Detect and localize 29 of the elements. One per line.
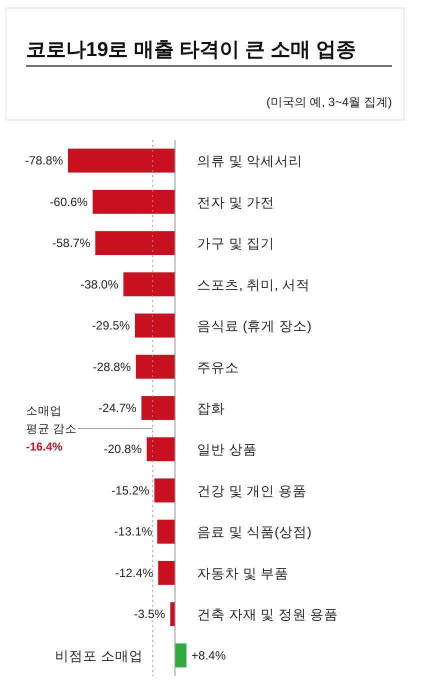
chart-title: 코로나19로 매출 타격이 큰 소매 업종 bbox=[26, 39, 356, 61]
y-tick-label: 비점포 소매업 bbox=[55, 648, 143, 664]
data-label: -24.7% bbox=[98, 401, 137, 415]
y-tick-label: 음식료 (휴게 장소) bbox=[197, 318, 312, 334]
data-label: -38.0% bbox=[80, 277, 119, 292]
ref-line-label: 소매업 평균 감소 -16.4% bbox=[26, 406, 78, 454]
y-tick-label: 자동차 및 부품 bbox=[197, 566, 289, 581]
y-tick-label: 건강 및 개인 용품 bbox=[197, 483, 306, 498]
data-label: -58.7% bbox=[52, 236, 91, 250]
y-tick-label: 스포츠, 취미, 서적 bbox=[197, 277, 310, 292]
y-tick-label: 일반 상품 bbox=[197, 442, 257, 458]
data-label: +8.4% bbox=[191, 648, 226, 662]
y-tick-label: 건축 자재 및 정원 용품 bbox=[197, 607, 338, 622]
data-label: -28.8% bbox=[92, 360, 132, 374]
data-label: -3.5% bbox=[134, 607, 166, 622]
y-tick-label: 의류 및 악세서리 bbox=[197, 154, 303, 169]
y-tick-label: 주유소 bbox=[197, 360, 239, 375]
data-label: -13.1% bbox=[114, 524, 153, 539]
text: (미국의 예, 3~4월 집계) bbox=[266, 95, 392, 109]
data-label: -15.2% bbox=[111, 483, 150, 498]
data-label: -29.5% bbox=[92, 318, 130, 333]
data-label: -12.4% bbox=[115, 566, 154, 580]
data-label: -60.6% bbox=[50, 194, 88, 209]
data-label: -78.8% bbox=[24, 154, 64, 168]
y-tick-label: 가구 및 집기 bbox=[197, 236, 275, 252]
data-label: -20.8% bbox=[104, 442, 142, 456]
y-tick-label: 잡화 bbox=[197, 401, 225, 416]
y-tick-label: 음료 및 식품(상점) bbox=[197, 524, 312, 540]
y-tick-label: 전자 및 가전 bbox=[197, 194, 275, 210]
